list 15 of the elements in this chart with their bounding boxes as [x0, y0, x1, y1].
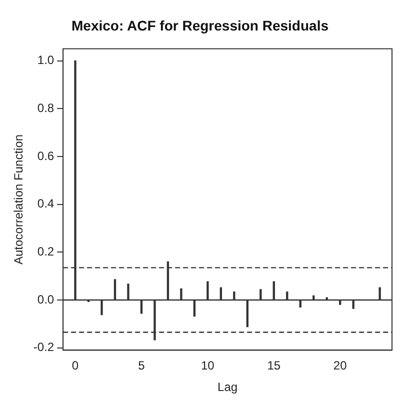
- x-tick-label: 20: [333, 358, 348, 373]
- y-axis-title: Autocorrelation Function: [12, 134, 26, 265]
- x-tick-label: 0: [72, 358, 79, 373]
- y-tick-label: -0.2: [33, 340, 54, 354]
- x-tick-label: 5: [138, 358, 146, 373]
- y-tick-label: 1.0: [37, 53, 54, 68]
- y-tick-label: 0.8: [37, 100, 54, 115]
- y-tick-label: 0.6: [37, 148, 54, 163]
- x-axis-title: Lag: [218, 380, 238, 394]
- x-tick-label: 15: [267, 358, 281, 373]
- y-tick-label: 0.2: [37, 244, 54, 258]
- x-tick-label: 10: [200, 358, 215, 373]
- y-tick-label: 0.0: [37, 292, 54, 306]
- y-tick-label: 0.4: [37, 196, 54, 211]
- chart-title: Mexico: ACF for Regression Residuals: [72, 17, 329, 34]
